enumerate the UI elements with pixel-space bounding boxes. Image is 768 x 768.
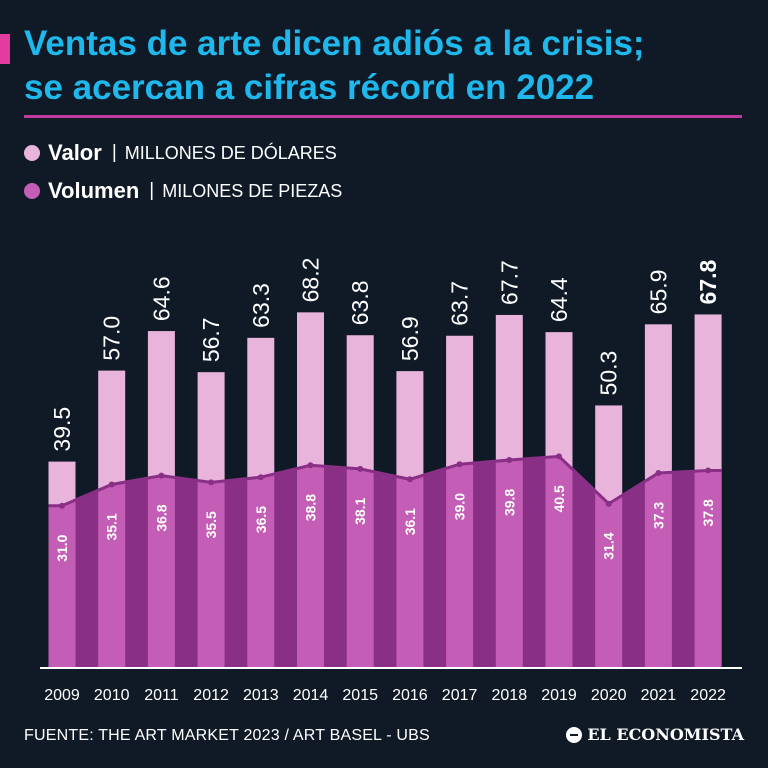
volumen-label-2011: 36.8 xyxy=(153,504,169,531)
volumen-label-2019: 40.5 xyxy=(551,485,567,512)
volumen-point-2020 xyxy=(605,500,612,507)
valor-label-2010: 57.0 xyxy=(99,316,125,361)
volumen-bar-fill-2013 xyxy=(247,456,275,667)
valor-label-2012: 56.7 xyxy=(198,317,224,362)
year-label-2015: 2015 xyxy=(342,687,378,704)
valor-label-2017: 63.7 xyxy=(447,281,473,326)
valor-label-2009: 39.5 xyxy=(49,407,75,452)
volumen-label-2012: 35.5 xyxy=(203,511,219,538)
valor-label-2021: 65.9 xyxy=(645,270,671,315)
volumen-point-2013 xyxy=(257,474,264,481)
year-label-2013: 2013 xyxy=(243,687,279,704)
legend-item-valor: Valor | MILLONES DE DÓLARES xyxy=(24,140,337,166)
valor-label-2016: 56.9 xyxy=(397,316,423,361)
valor-label-2014: 68.2 xyxy=(298,258,324,303)
title-accent-bar xyxy=(0,34,10,64)
volumen-label-2020: 31.4 xyxy=(601,532,617,559)
title-divider xyxy=(24,115,742,118)
year-label-2012: 2012 xyxy=(193,687,229,704)
brand-logo: EL ECONOMISTA xyxy=(566,725,744,744)
volumen-point-2014 xyxy=(307,462,314,469)
valor-label-2015: 63.8 xyxy=(347,280,373,325)
valor-dot-icon xyxy=(24,145,40,161)
volumen-dot-icon xyxy=(24,183,40,199)
volumen-bar-fill-2018 xyxy=(495,456,523,667)
volumen-label-2018: 39.8 xyxy=(501,489,517,516)
volumen-bar-fill-2016 xyxy=(396,456,424,667)
title-line-2: se acercan a cifras récord en 2022 xyxy=(24,68,595,107)
year-label-2020: 2020 xyxy=(591,687,627,704)
volumen-point-2019 xyxy=(556,453,562,460)
year-label-2009: 2009 xyxy=(44,687,80,704)
legend-valor-separator: | xyxy=(111,142,117,163)
volumen-point-2017 xyxy=(456,461,463,468)
volumen-label-2010: 35.1 xyxy=(104,513,120,540)
legend-item-volumen: Volumen | MILONES DE PIEZAS xyxy=(24,178,342,204)
year-label-2010: 2010 xyxy=(94,687,130,704)
legend-valor-unit: MILLONES DE DÓLARES xyxy=(124,142,337,163)
valor-label-2022: 67.8 xyxy=(695,259,721,304)
volumen-label-2014: 38.8 xyxy=(303,494,319,521)
volumen-bar-fill-2022 xyxy=(694,456,722,667)
valor-label-2019: 64.4 xyxy=(546,277,572,322)
volumen-label-2009: 31.0 xyxy=(54,534,70,561)
volumen-label-2022: 37.8 xyxy=(700,499,716,526)
volumen-bar-fill-2015 xyxy=(346,456,374,667)
volumen-bar-fill-2019 xyxy=(545,456,573,667)
year-label-2021: 2021 xyxy=(641,687,677,704)
legend-volumen-unit: MILONES DE PIEZAS xyxy=(162,180,343,201)
volumen-point-2015 xyxy=(357,465,364,472)
volumen-line xyxy=(48,454,722,508)
year-label-2014: 2014 xyxy=(293,687,329,704)
year-label-2018: 2018 xyxy=(492,687,528,704)
brand-name: EL ECONOMISTA xyxy=(587,725,744,744)
year-label-2022: 2022 xyxy=(690,687,726,704)
valor-label-2020: 50.3 xyxy=(596,351,622,396)
brand-globe-icon xyxy=(566,726,583,743)
volumen-bar-fill-2017 xyxy=(446,456,474,667)
volumen-label-2021: 37.3 xyxy=(650,502,666,529)
year-label-2016: 2016 xyxy=(392,687,428,704)
volumen-bar-fill-2010 xyxy=(98,456,126,667)
volumen-point-2011 xyxy=(158,472,165,479)
volumen-label-2016: 36.1 xyxy=(402,508,418,535)
volumen-point-2010 xyxy=(108,481,115,488)
volumen-label-2017: 39.0 xyxy=(452,493,468,520)
volumen-bar-fill-2011 xyxy=(147,456,175,667)
legend-volumen-name: Volumen xyxy=(48,178,140,203)
volumen-bar-fill-2012 xyxy=(197,456,225,667)
page-title: Ventas de arte dicen adiós a la crisis; … xyxy=(24,22,754,110)
volumen-label-2013: 36.5 xyxy=(253,506,269,533)
legend-volumen-separator: | xyxy=(149,180,155,201)
valor-label-2013: 63.3 xyxy=(248,283,274,328)
volumen-bar-fill-2021 xyxy=(644,456,672,667)
volumen-label-2015: 38.1 xyxy=(352,497,368,524)
legend-valor-name: Valor xyxy=(48,140,102,165)
volumen-point-2018 xyxy=(506,457,513,464)
year-label-2019: 2019 xyxy=(541,687,577,704)
volumen-bar-fill-2014 xyxy=(297,456,324,667)
volumen-point-2009 xyxy=(59,502,65,509)
volumen-point-2022 xyxy=(705,467,712,474)
volumen-point-2021 xyxy=(655,470,662,477)
year-label-2017: 2017 xyxy=(442,687,478,704)
volumen-point-2012 xyxy=(208,479,215,486)
valor-label-2011: 64.6 xyxy=(148,276,174,321)
title-line-1: Ventas de arte dicen adiós a la crisis; xyxy=(24,24,645,63)
volumen-point-2016 xyxy=(406,476,413,483)
valor-label-2018: 67.7 xyxy=(496,260,522,305)
source-note: FUENTE: THE ART MARKET 2023 / ART BASEL … xyxy=(24,727,430,744)
year-label-2011: 2011 xyxy=(144,687,179,704)
